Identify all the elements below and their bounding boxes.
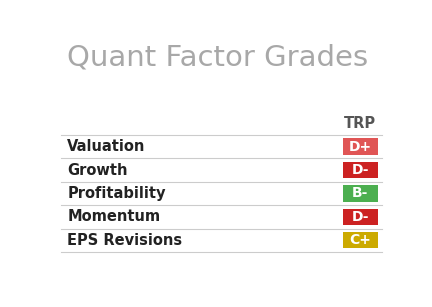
Text: Growth: Growth xyxy=(67,162,128,177)
Text: B-: B- xyxy=(352,186,368,200)
FancyBboxPatch shape xyxy=(343,185,378,202)
Text: Quant Factor Grades: Quant Factor Grades xyxy=(67,44,368,72)
FancyBboxPatch shape xyxy=(343,209,378,225)
Text: TRP: TRP xyxy=(344,116,376,130)
FancyBboxPatch shape xyxy=(343,138,378,155)
Text: D-: D- xyxy=(352,210,369,224)
Text: EPS Revisions: EPS Revisions xyxy=(67,233,182,248)
Text: Momentum: Momentum xyxy=(67,209,161,224)
Text: D-: D- xyxy=(352,163,369,177)
Text: C+: C+ xyxy=(349,233,371,247)
Text: Profitability: Profitability xyxy=(67,186,166,201)
FancyBboxPatch shape xyxy=(343,232,378,248)
Text: Valuation: Valuation xyxy=(67,139,146,154)
FancyBboxPatch shape xyxy=(343,162,378,178)
Text: D+: D+ xyxy=(349,140,372,154)
